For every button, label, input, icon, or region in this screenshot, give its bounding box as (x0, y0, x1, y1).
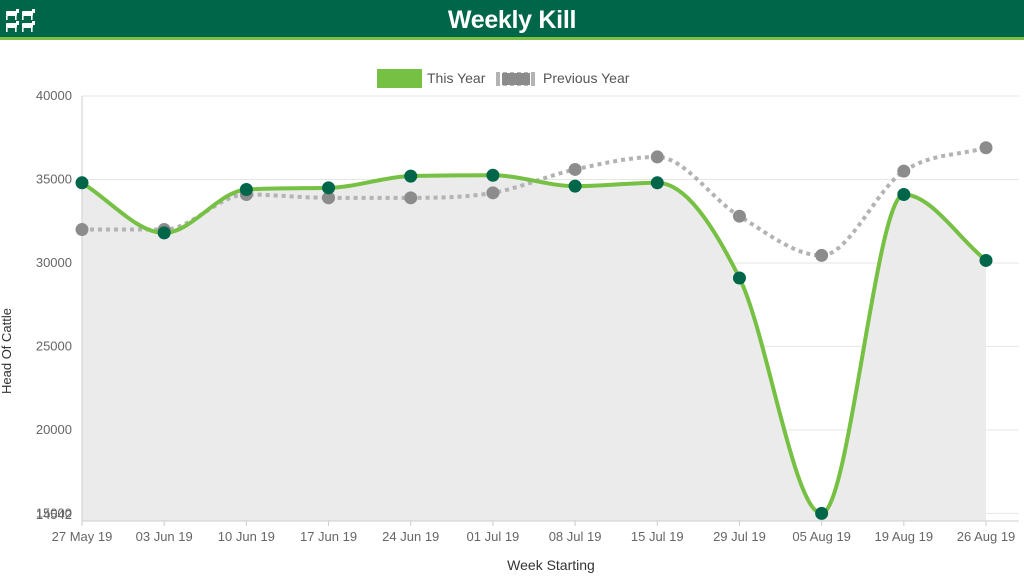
x-tick-label: 29 Jul 19 (713, 529, 766, 544)
previous-year-point[interactable] (486, 186, 500, 200)
page-title: Weekly Kill (447, 6, 577, 34)
x-tick-label: 26 Aug 19 (957, 529, 1016, 544)
this-year-point[interactable] (979, 253, 993, 267)
x-axis-ticks: 27 May 19 03 Jun 19 10 Jun 19 17 Jun 19 24 J… (52, 521, 1016, 544)
previous-year-point[interactable] (568, 162, 582, 176)
header-bar: Weekly Kill (0, 0, 1024, 40)
this-year-area (82, 175, 986, 521)
previous-year-point[interactable] (815, 248, 829, 262)
this-year-point[interactable] (897, 187, 911, 201)
x-axis-title: Week Starting (507, 557, 595, 573)
previous-year-point[interactable] (322, 191, 336, 205)
y-tick-label: 25000 (36, 338, 72, 353)
legend-item-this-year[interactable]: This Year (377, 69, 486, 88)
x-tick-label: 15 Jul 19 (631, 529, 684, 544)
previous-year-point[interactable] (404, 191, 418, 205)
this-year-point[interactable] (568, 179, 582, 193)
y-tick-label: 40000 (36, 88, 72, 103)
this-year-point[interactable] (815, 506, 829, 520)
x-tick-label: 03 Jun 19 (136, 529, 193, 544)
previous-year-point[interactable] (650, 150, 664, 164)
previous-year-legend-label: Previous Year (543, 70, 630, 86)
x-tick-label: 24 Jun 19 (382, 529, 439, 544)
this-year-point[interactable] (322, 181, 336, 195)
chart-legend: This Year Previous Year (377, 69, 630, 88)
this-year-point[interactable] (75, 176, 89, 190)
this-year-point[interactable] (157, 226, 171, 240)
y-axis-title: Head Of Cattle (0, 308, 14, 394)
y-tick-label: 15000 (36, 505, 72, 520)
this-year-markers (75, 168, 993, 520)
previous-year-point[interactable] (75, 223, 89, 237)
x-tick-label: 19 Aug 19 (875, 529, 934, 544)
x-tick-label: 27 May 19 (52, 529, 113, 544)
previous-year-point[interactable] (897, 164, 911, 178)
x-tick-label: 10 Jun 19 (218, 529, 275, 544)
y-tick-label: 14542 (36, 507, 72, 522)
this-year-point[interactable] (239, 182, 253, 196)
y-tick-label: 35000 (36, 171, 72, 186)
previous-year-legend-marker (502, 73, 530, 85)
previous-year-point[interactable] (732, 209, 746, 223)
this-year-point[interactable] (404, 169, 418, 183)
previous-year-point[interactable] (979, 141, 993, 155)
this-year-point[interactable] (486, 168, 500, 182)
axes (81, 96, 1019, 522)
x-tick-label: 08 Jul 19 (549, 529, 602, 544)
x-tick-label: 05 Aug 19 (792, 529, 851, 544)
x-tick-label: 17 Jun 19 (300, 529, 357, 544)
this-year-legend-swatch (377, 69, 422, 88)
x-tick-label: 01 Jul 19 (467, 529, 520, 544)
cattle-herd-icon (6, 9, 35, 32)
legend-item-previous-year[interactable]: Previous Year (496, 70, 630, 86)
y-tick-label: 30000 (36, 255, 72, 270)
y-tick-label: 20000 (36, 422, 72, 437)
this-year-point[interactable] (732, 271, 746, 285)
this-year-legend-label: This Year (427, 70, 486, 86)
this-year-point[interactable] (650, 176, 664, 190)
